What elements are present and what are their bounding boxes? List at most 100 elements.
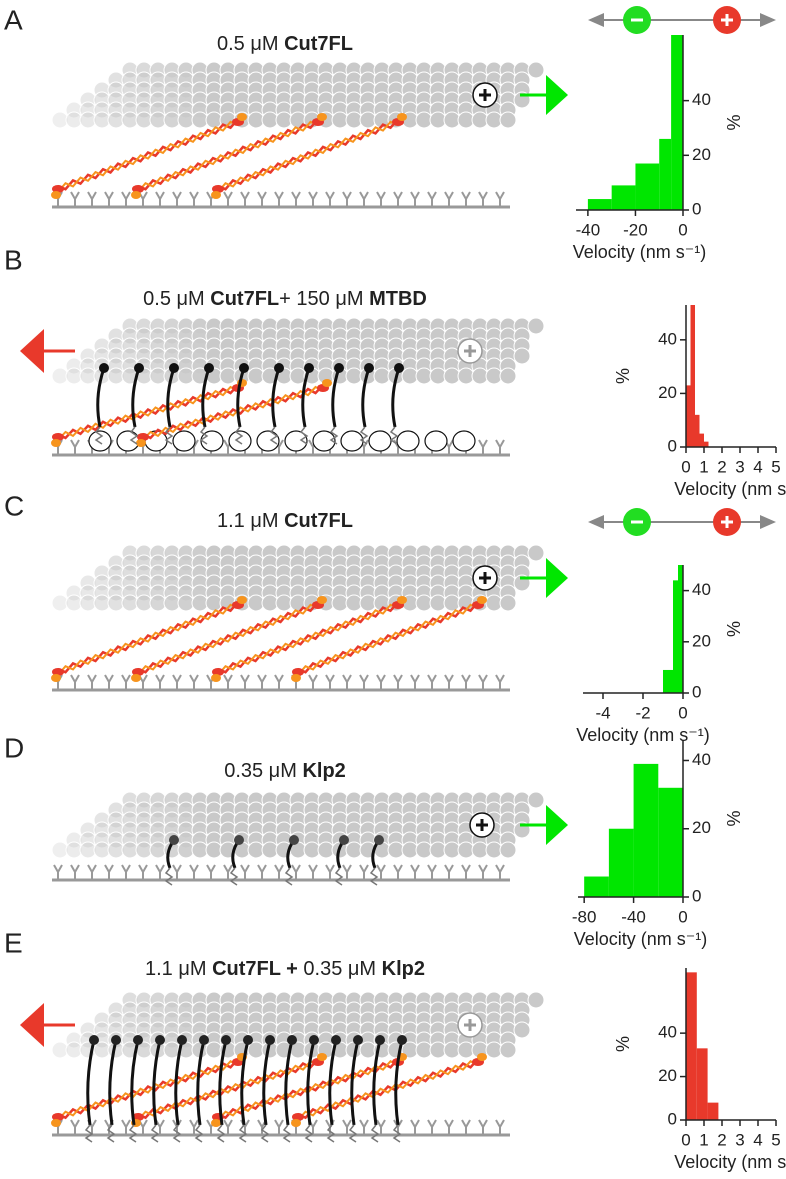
klp2-stalk (391, 367, 401, 428)
klp2-motor (94, 363, 109, 445)
tubulin (65, 111, 83, 129)
x-tick-label: 4 (753, 1130, 762, 1149)
klp2-tail (128, 1124, 138, 1143)
tubulin (513, 1021, 531, 1039)
bar (678, 565, 683, 693)
cut7-coil (297, 603, 479, 676)
klp2-motor (329, 363, 344, 445)
antibody (410, 674, 420, 690)
antibody (342, 864, 352, 880)
title-part: Cut7FL (284, 33, 353, 55)
klp2-tail (106, 1124, 116, 1143)
antibody (461, 191, 471, 207)
klp2-motor (194, 1035, 209, 1143)
tubulin (51, 1041, 69, 1059)
bar (690, 305, 695, 447)
cut7-coil (297, 1058, 479, 1120)
klp2-stalk (328, 1039, 338, 1126)
antibody (121, 1119, 131, 1135)
tubulin (499, 594, 517, 612)
bar (658, 787, 683, 897)
antibody (444, 191, 454, 207)
bar (707, 1102, 719, 1120)
x-tick-label: 0 (678, 907, 687, 926)
cut7-coil (137, 601, 319, 674)
klp2-motor (334, 835, 349, 886)
motion-arrowhead (546, 558, 568, 598)
antibody (478, 1119, 488, 1135)
cut7-motor (51, 596, 247, 682)
klp2-motor (326, 1035, 341, 1143)
cut7-coil (57, 118, 239, 191)
cut7-coil (57, 384, 239, 440)
title-part: Klp2 (302, 760, 345, 782)
klp2-motor (216, 1035, 231, 1143)
title-part: 1.1 μM (145, 958, 212, 980)
microtubule (51, 544, 545, 612)
tubulin (65, 357, 83, 375)
klp2-head (339, 835, 349, 845)
mtbd-bead (116, 430, 140, 452)
tubulin (65, 367, 83, 385)
klp2-tail (369, 867, 379, 886)
tubulin (527, 991, 545, 1009)
klp2-head (169, 363, 179, 373)
panel-letter: B (4, 244, 23, 275)
plus-end-marker (457, 1012, 483, 1038)
antibody (495, 439, 505, 455)
cut7-head (211, 191, 221, 199)
title-part: 1.1 μM (217, 510, 284, 532)
klp2-tail (150, 1124, 160, 1143)
antibody (410, 864, 420, 880)
antibody (138, 864, 148, 880)
title-part: 0.5 μM (217, 33, 284, 55)
klp2-stalk (361, 367, 371, 428)
y-tick-label: 20 (692, 145, 711, 164)
klp2-stalk (350, 1039, 360, 1126)
antibody (410, 191, 420, 207)
antibody (291, 864, 301, 880)
bar (696, 1048, 708, 1120)
antibody (444, 864, 454, 880)
tubulin (527, 61, 545, 79)
klp2-motor (128, 1035, 143, 1143)
antibody (223, 191, 233, 207)
antibody (427, 1119, 437, 1135)
antibody (427, 191, 437, 207)
klp2-motor (304, 1035, 319, 1143)
klp2-tail (164, 867, 174, 886)
klp2-head (133, 1035, 143, 1045)
antibody (240, 674, 250, 690)
cut7-coil (142, 385, 324, 441)
klp2-motor (199, 363, 214, 445)
klp2-stalk (372, 1039, 382, 1126)
x-tick-label: 3 (735, 1130, 744, 1149)
klp2-stalk (96, 367, 106, 428)
tubulin (51, 111, 69, 129)
y-tick-label: 20 (692, 818, 711, 837)
tubulin (79, 584, 97, 602)
cut7-coil (217, 601, 399, 674)
antibody (257, 191, 267, 207)
tubulin (79, 347, 97, 365)
klp2-head (304, 363, 314, 373)
x-tick-label: -2 (635, 703, 650, 722)
y-axis-label: % (724, 810, 744, 826)
bar (587, 199, 612, 210)
panel-letter: E (4, 927, 23, 958)
bar (695, 414, 700, 447)
antibody (274, 864, 284, 880)
tubulin (79, 594, 97, 612)
klp2-motor (370, 1035, 385, 1143)
tubulin (499, 367, 517, 385)
antibody (70, 439, 80, 455)
cut7-head (317, 596, 327, 604)
antibody (240, 191, 250, 207)
cut7-head (131, 674, 141, 682)
legend-arrowhead (588, 515, 604, 529)
klp2-motor (106, 1035, 121, 1143)
y-axis-label: % (613, 1036, 633, 1052)
klp2-tail (238, 1124, 248, 1143)
klp2-stalk (86, 1039, 96, 1126)
